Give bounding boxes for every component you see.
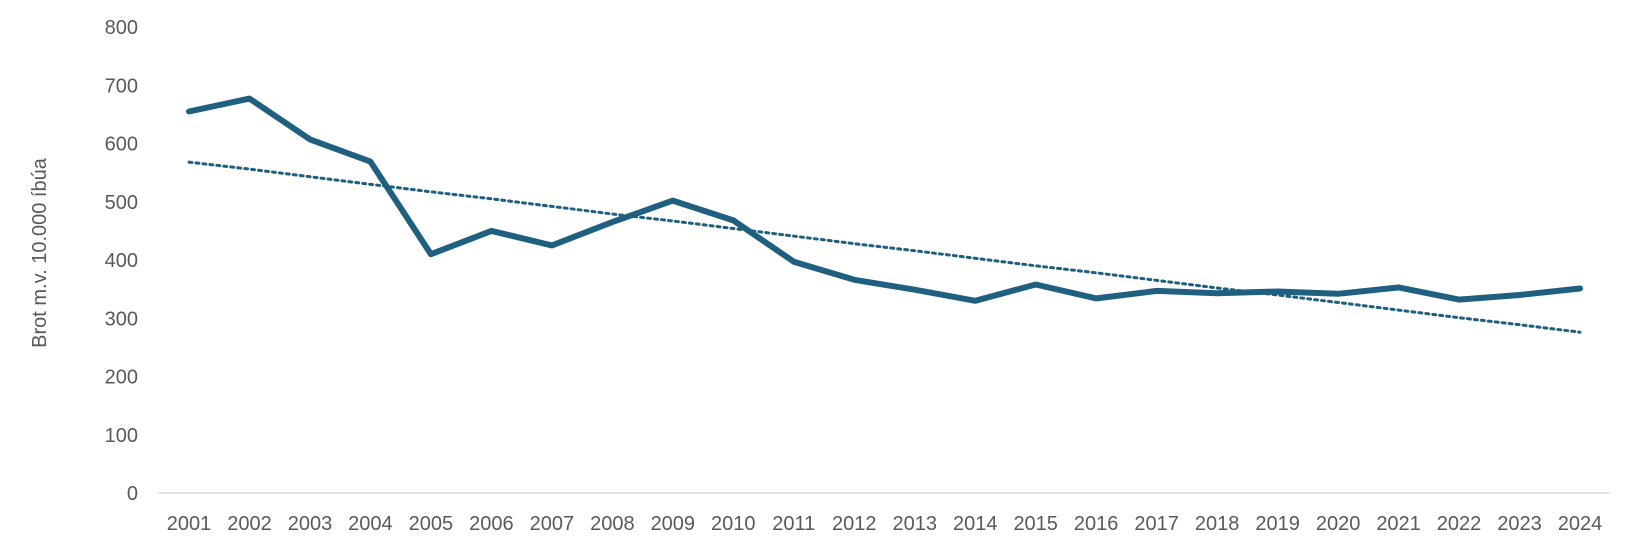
y-tick-label: 500	[105, 192, 138, 214]
y-axis-tick-labels: 0 100 200 300 400 500 600 700 800	[105, 17, 138, 505]
x-tick-label: 2010	[711, 513, 756, 535]
y-tick-label: 400	[105, 250, 138, 272]
x-tick-label: 2002	[227, 513, 272, 535]
x-tick-label: 2023	[1497, 513, 1542, 535]
x-tick-label: 2017	[1134, 513, 1179, 535]
x-tick-label: 2011	[772, 513, 815, 535]
trendline	[187, 160, 1582, 334]
x-tick-label: 2013	[892, 513, 937, 535]
x-tick-label: 2008	[590, 513, 635, 535]
x-tick-label: 2020	[1316, 513, 1361, 535]
x-tick-label: 2009	[651, 513, 696, 535]
x-tick-label: 2021	[1376, 513, 1421, 535]
y-tick-label: 700	[105, 75, 138, 97]
series-line	[186, 95, 1583, 304]
x-tick-label: 2003	[288, 513, 333, 535]
x-tick-label: 2006	[469, 513, 514, 535]
y-tick-label: 800	[105, 17, 138, 39]
x-tick-label: 2015	[1013, 513, 1058, 535]
x-tick-label: 2004	[348, 513, 393, 535]
y-tick-label: 100	[105, 425, 138, 447]
y-tick-label: 200	[105, 367, 138, 389]
x-tick-label: 2005	[409, 513, 454, 535]
x-tick-label: 2016	[1074, 513, 1119, 535]
x-tick-label: 2024	[1558, 513, 1603, 535]
x-axis-tick-labels: 2001 2002 2003 2004 2005 2006 2007 2008 2009 2010…	[167, 513, 1603, 535]
x-tick-label: 2012	[832, 513, 877, 535]
x-tick-label: 2007	[530, 513, 575, 535]
x-tick-label: 2019	[1255, 513, 1300, 535]
y-tick-label: 600	[105, 134, 138, 156]
x-tick-label: 2018	[1195, 513, 1240, 535]
x-tick-label: 2022	[1437, 513, 1482, 535]
y-tick-label: 0	[127, 483, 138, 505]
series-lines	[186, 95, 1583, 334]
y-tick-label: 300	[105, 308, 138, 330]
x-tick-label: 2001	[167, 513, 212, 535]
x-tick-label: 2014	[953, 513, 998, 535]
y-axis-title: Brot m.v. 10.000 íbúa	[29, 157, 51, 348]
